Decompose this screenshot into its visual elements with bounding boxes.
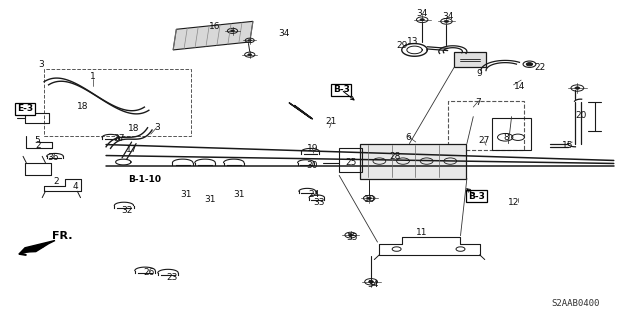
Text: S2AAB0400: S2AAB0400	[551, 299, 600, 308]
Text: 11: 11	[417, 228, 428, 237]
Text: 8: 8	[504, 133, 509, 142]
Text: 24: 24	[308, 190, 319, 199]
Bar	[448, 101, 524, 150]
Text: 31: 31	[233, 190, 244, 199]
Text: 17: 17	[126, 145, 138, 154]
Text: 29: 29	[396, 41, 408, 50]
Text: 3: 3	[154, 123, 160, 132]
Text: 32: 32	[122, 206, 133, 215]
Circle shape	[248, 54, 252, 56]
Text: 19: 19	[307, 144, 318, 153]
Text: 2: 2	[54, 177, 59, 186]
Circle shape	[367, 197, 371, 199]
Text: B-3: B-3	[468, 191, 485, 201]
Text: 22: 22	[534, 63, 546, 72]
Text: 23: 23	[166, 273, 177, 282]
Circle shape	[526, 63, 532, 66]
Text: 10: 10	[364, 195, 376, 204]
Text: FR.: FR.	[52, 232, 72, 241]
Bar	[454, 51, 486, 67]
Polygon shape	[173, 21, 253, 50]
Text: 30: 30	[307, 161, 318, 170]
Text: B-3: B-3	[333, 85, 349, 94]
Text: 18: 18	[77, 102, 88, 111]
Text: E-3: E-3	[17, 104, 33, 113]
Text: 2: 2	[35, 141, 40, 150]
Text: 5: 5	[34, 136, 40, 145]
Text: 31: 31	[204, 195, 216, 204]
Text: 28: 28	[390, 152, 401, 161]
Text: 34: 34	[417, 9, 428, 18]
Text: 31: 31	[180, 190, 191, 199]
Text: 15: 15	[562, 141, 573, 150]
Circle shape	[420, 19, 424, 21]
Circle shape	[230, 30, 234, 32]
Bar	[492, 118, 531, 150]
Text: 33: 33	[313, 198, 324, 207]
Bar	[44, 69, 191, 136]
Circle shape	[248, 40, 252, 41]
Text: 6: 6	[405, 133, 411, 142]
Text: 25: 25	[345, 158, 356, 167]
Text: 18: 18	[128, 124, 140, 133]
Bar	[360, 144, 466, 179]
Text: B-1-10: B-1-10	[128, 175, 161, 184]
Text: 20: 20	[575, 111, 586, 120]
Circle shape	[369, 280, 374, 283]
Text: 35: 35	[346, 233, 358, 242]
Text: 14: 14	[513, 82, 525, 91]
Bar	[339, 148, 362, 172]
Text: 12: 12	[508, 198, 519, 207]
Text: 9: 9	[477, 69, 483, 78]
Circle shape	[575, 87, 580, 89]
Polygon shape	[21, 241, 55, 252]
Text: 26: 26	[144, 268, 155, 278]
Text: 36: 36	[47, 153, 59, 162]
Text: 27: 27	[479, 136, 490, 145]
Text: 16: 16	[209, 22, 220, 31]
Circle shape	[444, 20, 449, 22]
Text: 34: 34	[442, 12, 453, 21]
Text: 3: 3	[38, 60, 44, 69]
Circle shape	[348, 234, 353, 236]
Text: 7: 7	[476, 98, 481, 107]
Text: 21: 21	[326, 117, 337, 126]
Text: 34: 34	[367, 279, 379, 288]
Text: 1: 1	[90, 72, 96, 81]
Text: 34: 34	[278, 29, 289, 38]
Text: 4: 4	[72, 182, 78, 191]
Text: 13: 13	[407, 38, 419, 47]
Text: 37: 37	[113, 134, 125, 143]
